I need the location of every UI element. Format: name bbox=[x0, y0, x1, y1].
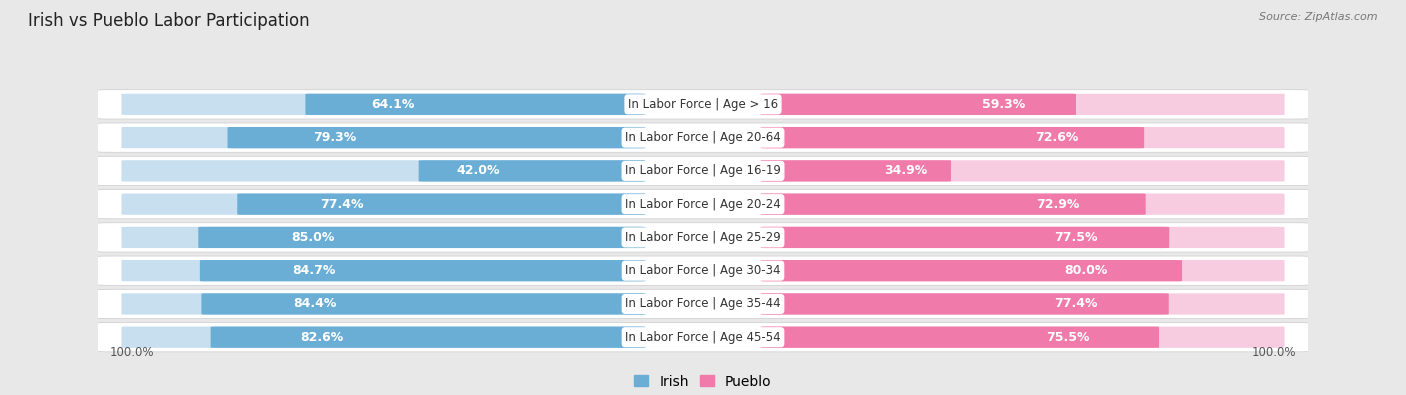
FancyBboxPatch shape bbox=[228, 127, 645, 148]
FancyBboxPatch shape bbox=[121, 327, 645, 348]
FancyBboxPatch shape bbox=[419, 160, 645, 182]
FancyBboxPatch shape bbox=[93, 156, 1313, 186]
FancyBboxPatch shape bbox=[121, 194, 645, 215]
FancyBboxPatch shape bbox=[211, 327, 645, 348]
Text: 42.0%: 42.0% bbox=[457, 164, 501, 177]
FancyBboxPatch shape bbox=[121, 227, 645, 248]
Text: 80.0%: 80.0% bbox=[1064, 264, 1108, 277]
Text: 79.3%: 79.3% bbox=[314, 131, 357, 144]
FancyBboxPatch shape bbox=[121, 127, 645, 148]
FancyBboxPatch shape bbox=[200, 260, 645, 281]
Text: In Labor Force | Age 20-24: In Labor Force | Age 20-24 bbox=[626, 198, 780, 211]
FancyBboxPatch shape bbox=[93, 123, 1313, 152]
FancyBboxPatch shape bbox=[761, 227, 1170, 248]
FancyBboxPatch shape bbox=[198, 227, 645, 248]
FancyBboxPatch shape bbox=[93, 256, 1313, 285]
Text: 77.4%: 77.4% bbox=[321, 198, 364, 211]
Text: In Labor Force | Age 25-29: In Labor Force | Age 25-29 bbox=[626, 231, 780, 244]
FancyBboxPatch shape bbox=[121, 160, 645, 182]
FancyBboxPatch shape bbox=[761, 160, 1285, 182]
FancyBboxPatch shape bbox=[761, 260, 1285, 281]
FancyBboxPatch shape bbox=[93, 323, 1313, 352]
Text: 59.3%: 59.3% bbox=[981, 98, 1025, 111]
Text: In Labor Force | Age > 16: In Labor Force | Age > 16 bbox=[628, 98, 778, 111]
Text: In Labor Force | Age 20-64: In Labor Force | Age 20-64 bbox=[626, 131, 780, 144]
Text: 84.7%: 84.7% bbox=[292, 264, 336, 277]
Text: 82.6%: 82.6% bbox=[301, 331, 344, 344]
FancyBboxPatch shape bbox=[201, 293, 645, 314]
FancyBboxPatch shape bbox=[761, 227, 1285, 248]
Text: In Labor Force | Age 45-54: In Labor Force | Age 45-54 bbox=[626, 331, 780, 344]
Text: 34.9%: 34.9% bbox=[884, 164, 928, 177]
Text: 72.6%: 72.6% bbox=[1035, 131, 1078, 144]
FancyBboxPatch shape bbox=[93, 90, 1313, 119]
FancyBboxPatch shape bbox=[761, 260, 1182, 281]
FancyBboxPatch shape bbox=[93, 190, 1313, 219]
FancyBboxPatch shape bbox=[761, 94, 1076, 115]
Text: 75.5%: 75.5% bbox=[1046, 331, 1090, 344]
FancyBboxPatch shape bbox=[93, 289, 1313, 319]
FancyBboxPatch shape bbox=[761, 160, 950, 182]
FancyBboxPatch shape bbox=[121, 260, 645, 281]
FancyBboxPatch shape bbox=[761, 293, 1168, 314]
Text: 77.5%: 77.5% bbox=[1054, 231, 1098, 244]
Text: In Labor Force | Age 35-44: In Labor Force | Age 35-44 bbox=[626, 297, 780, 310]
Text: 84.4%: 84.4% bbox=[294, 297, 337, 310]
FancyBboxPatch shape bbox=[761, 194, 1146, 215]
FancyBboxPatch shape bbox=[761, 327, 1285, 348]
Text: 72.9%: 72.9% bbox=[1036, 198, 1080, 211]
FancyBboxPatch shape bbox=[93, 223, 1313, 252]
FancyBboxPatch shape bbox=[761, 327, 1159, 348]
FancyBboxPatch shape bbox=[761, 293, 1285, 314]
Legend: Irish, Pueblo: Irish, Pueblo bbox=[628, 369, 778, 394]
FancyBboxPatch shape bbox=[238, 194, 645, 215]
FancyBboxPatch shape bbox=[121, 94, 645, 115]
Text: Source: ZipAtlas.com: Source: ZipAtlas.com bbox=[1260, 12, 1378, 22]
Text: 100.0%: 100.0% bbox=[1251, 346, 1296, 359]
Text: 85.0%: 85.0% bbox=[291, 231, 335, 244]
Text: 100.0%: 100.0% bbox=[110, 346, 155, 359]
Text: Irish vs Pueblo Labor Participation: Irish vs Pueblo Labor Participation bbox=[28, 12, 309, 30]
Text: In Labor Force | Age 30-34: In Labor Force | Age 30-34 bbox=[626, 264, 780, 277]
Text: In Labor Force | Age 16-19: In Labor Force | Age 16-19 bbox=[626, 164, 780, 177]
FancyBboxPatch shape bbox=[121, 293, 645, 314]
Text: 64.1%: 64.1% bbox=[371, 98, 415, 111]
FancyBboxPatch shape bbox=[761, 94, 1285, 115]
FancyBboxPatch shape bbox=[761, 127, 1144, 148]
FancyBboxPatch shape bbox=[761, 194, 1285, 215]
FancyBboxPatch shape bbox=[761, 127, 1285, 148]
FancyBboxPatch shape bbox=[305, 94, 645, 115]
Text: 77.4%: 77.4% bbox=[1054, 297, 1098, 310]
